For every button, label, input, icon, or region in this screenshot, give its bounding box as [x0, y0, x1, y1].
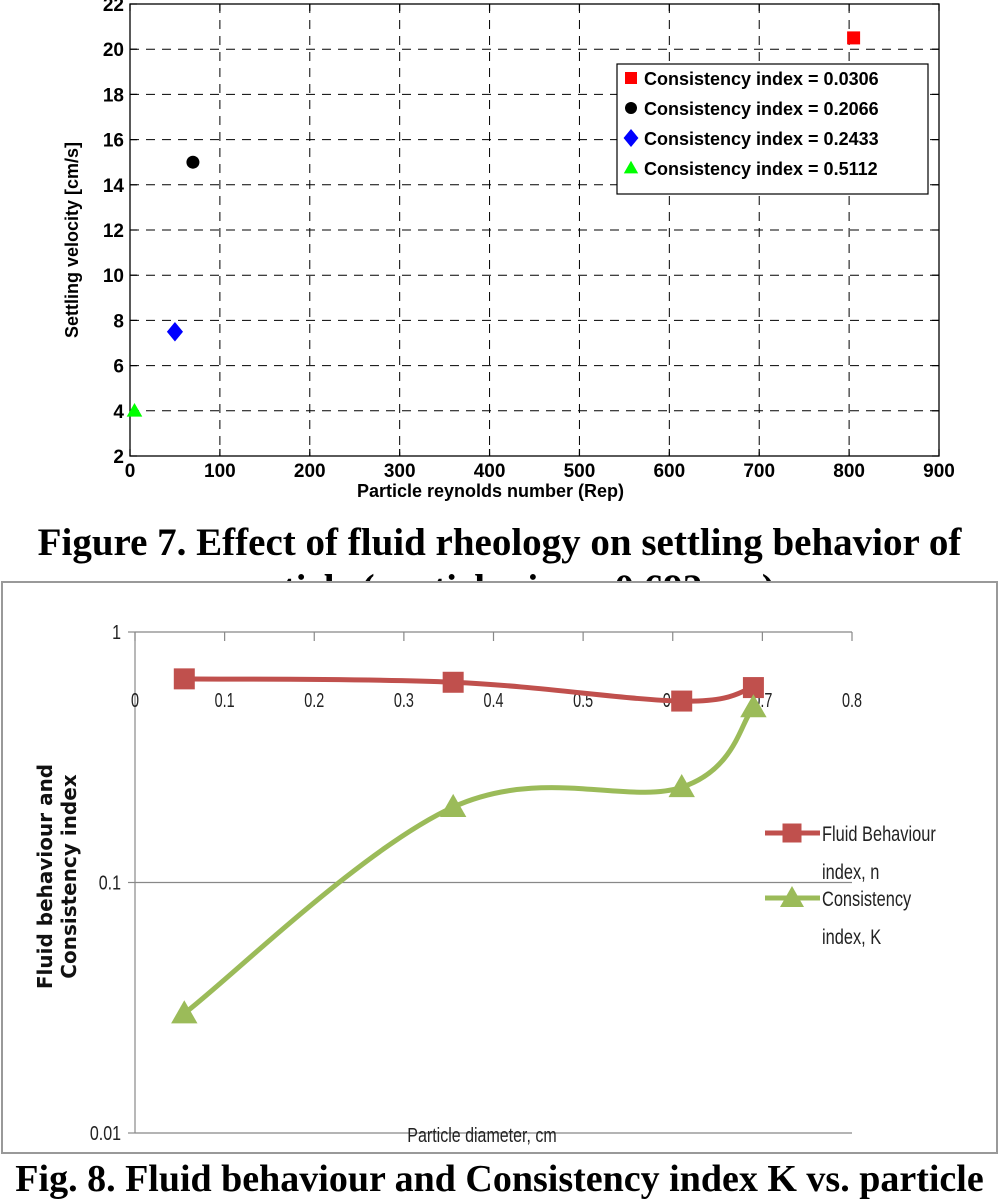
data-point-triangle — [126, 403, 143, 417]
legend-label: Consistency index = 0.2433 — [644, 129, 879, 149]
x-axis-label: Particle diameter, cm — [407, 1124, 556, 1146]
y-tick-label: 1 — [112, 621, 121, 643]
y-tick-label: 22 — [103, 0, 124, 16]
data-point-diamond — [166, 321, 184, 342]
legend-marker — [782, 823, 802, 843]
x-axis-label: Particle reynolds number (Rep) — [357, 481, 624, 501]
x-tick-label: 500 — [564, 461, 596, 482]
y-tick-label: 6 — [113, 357, 124, 378]
x-tick-label: 400 — [474, 461, 506, 482]
y-tick-label: 8 — [113, 311, 124, 332]
x-tick-label: 700 — [743, 461, 775, 482]
series-marker-triangle — [171, 1000, 198, 1024]
legend-marker — [623, 129, 639, 147]
x-tick-label: 900 — [923, 461, 955, 482]
legend-marker — [625, 102, 637, 114]
legend-label: Consistency — [822, 887, 912, 910]
y-tick-label: 0.01 — [90, 1122, 121, 1144]
series-marker-triangle — [740, 694, 767, 718]
chart-border — [1, 581, 998, 1154]
x-tick-label: 0 — [131, 689, 139, 712]
legend-label: index, K — [822, 925, 882, 948]
y-tick-label: 4 — [113, 402, 124, 423]
y-tick-label: 2 — [113, 447, 124, 468]
legend-marker — [623, 160, 639, 174]
y-axis-label: Settling velocity [cm/s] — [62, 142, 82, 338]
legend-label: Consistency index = 0.5112 — [644, 159, 878, 179]
x-tick-label: 100 — [204, 461, 236, 482]
series-marker-square — [442, 671, 464, 693]
x-tick-label: 0.8 — [842, 689, 862, 712]
y-tick-label: 12 — [103, 221, 124, 242]
legend-label: Consistency index = 0.2066 — [644, 99, 879, 119]
y-tick-label: 0.1 — [99, 872, 121, 894]
x-tick-label: 600 — [653, 461, 685, 482]
legend-label: index, n — [822, 860, 879, 883]
legend-label: Consistency index = 0.0306 — [644, 69, 879, 89]
legend-box — [616, 63, 929, 195]
x-tick-label: 0.4 — [484, 689, 504, 712]
y-tick-label: 14 — [103, 176, 125, 197]
y-axis-label-line-1: Fluid behaviour and — [33, 764, 57, 989]
x-tick-label: 0.3 — [394, 689, 414, 712]
data-point-circle — [186, 155, 200, 169]
y-tick-label: 18 — [103, 85, 124, 106]
x-tick-label: 0 — [125, 461, 136, 482]
series-line-2 — [182, 705, 756, 1016]
series-marker-square — [671, 690, 693, 712]
figure-7-caption-line-1: Figure 7. Effect of fluid rheology on se… — [37, 521, 962, 564]
legend-label: Fluid Behaviour — [822, 822, 936, 845]
x-tick-label: 800 — [833, 461, 865, 482]
x-tick-label: 200 — [294, 461, 326, 482]
series-line-1 — [184, 676, 755, 704]
series-marker-triangle — [439, 793, 467, 817]
legend-marker — [780, 886, 804, 907]
settling-velocity-chart: 0 100 200 300 400 500 600 700 800 900 2 4 6 8 10 12 14 16… — [62, 0, 955, 501]
series-marker-square — [173, 668, 195, 690]
series-marker-square — [742, 677, 764, 699]
x-tick-label: 0.1 — [215, 689, 235, 712]
figure-8-caption: Fig. 8. Fluid behaviour and Consistency … — [15, 1158, 984, 1200]
x-tick-label: 0.2 — [304, 689, 324, 712]
y-tick-label: 10 — [103, 266, 124, 287]
data-point-square — [847, 31, 861, 45]
plot-frame — [129, 3, 940, 457]
y-tick-label: 16 — [103, 131, 124, 152]
y-axis-label-line-2: Consistency index — [57, 774, 81, 979]
series-marker-triangle — [668, 774, 695, 798]
legend-marker — [625, 72, 637, 84]
y-tick-label: 20 — [103, 40, 124, 61]
x-tick-label: 300 — [384, 461, 416, 482]
